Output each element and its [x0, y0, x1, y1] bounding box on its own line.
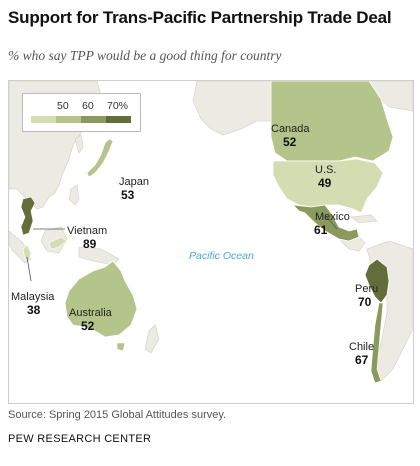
label-mexico: Mexico: [315, 211, 350, 223]
label-chile: Chile: [349, 341, 375, 353]
map-frame: 50 60 70% Canada 52 U.S. 49 Mexico 61 Ja…: [8, 80, 414, 404]
label-vietnam: Vietnam: [67, 225, 108, 237]
value-chile: 67: [355, 353, 369, 367]
label-us: U.S.: [315, 164, 337, 176]
cuba: [350, 214, 378, 224]
legend-swatch-4: [106, 116, 131, 123]
legend-swatch-2: [56, 116, 81, 123]
malaysia-leader: [26, 256, 32, 282]
alaska: [192, 81, 272, 136]
mexico-leader: [324, 214, 338, 230]
label-peru: Peru: [355, 283, 379, 295]
legend-tick-60: 60: [82, 100, 94, 112]
vietnam-shape: [20, 196, 36, 236]
philippines: [68, 184, 80, 206]
tasmania-shape: [116, 342, 126, 352]
legend-swatch-3: [81, 116, 106, 123]
chart-title: Support for Trans-Pacific Partnership Tr…: [8, 8, 392, 27]
borneo: [40, 226, 68, 254]
value-malaysia: 38: [27, 303, 41, 317]
new-zealand: [144, 324, 160, 354]
legend: 50 60 70%: [22, 93, 141, 132]
value-vietnam: 89: [83, 237, 97, 251]
mexico-shape: [291, 204, 360, 242]
legend-tick-70: 70%: [107, 100, 129, 112]
japan-shape: [86, 138, 114, 178]
ocean-label: Pacific Ocean: [189, 250, 254, 262]
source-note: Source: Spring 2015 Global Attitudes sur…: [8, 409, 227, 421]
chart-subtitle: % who say TPP would be a good thing for …: [8, 48, 282, 63]
label-australia: Australia: [69, 307, 112, 319]
map-svg: [9, 81, 413, 384]
leader-lines: [26, 214, 338, 282]
value-peru: 70: [358, 295, 372, 309]
label-japan: Japan: [119, 176, 149, 188]
label-canada: Canada: [271, 123, 310, 135]
malaysia-shape: [22, 236, 68, 262]
canada-shape: [270, 81, 394, 162]
korea: [74, 134, 84, 154]
us-shape: [272, 158, 384, 214]
label-malaysia: Malaysia: [11, 291, 55, 303]
legend-tick-50: 50: [57, 100, 69, 112]
organization-credit: PEW RESEARCH CENTER: [8, 433, 152, 445]
legend-ticks: 50 60 70%: [39, 100, 139, 112]
value-us: 49: [318, 176, 332, 190]
value-japan: 53: [121, 188, 135, 202]
legend-bar: [31, 116, 131, 123]
legend-swatch-1: [31, 116, 56, 123]
peru-shape: [364, 258, 390, 304]
value-australia: 52: [81, 319, 95, 333]
chile-shape: [370, 302, 384, 384]
australia-shape: [64, 260, 138, 338]
value-mexico: 61: [314, 223, 328, 237]
value-canada: 52: [283, 135, 297, 149]
